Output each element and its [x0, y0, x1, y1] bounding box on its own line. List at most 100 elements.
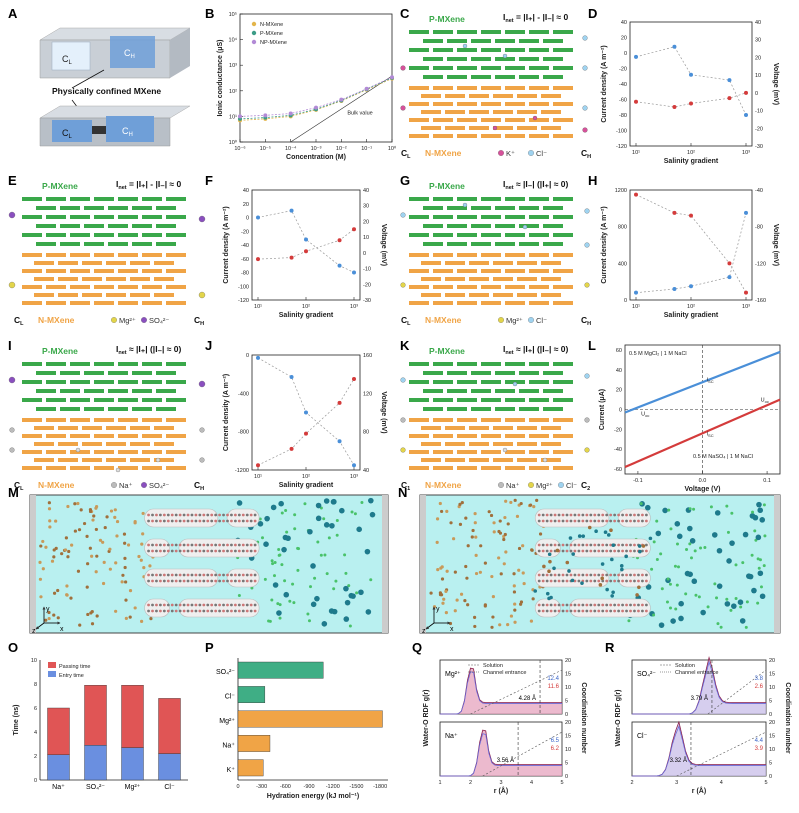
md-ion: [307, 528, 313, 535]
md-ion: [610, 594, 614, 598]
n-mxene-sheet: [517, 426, 537, 430]
md-ion: [452, 537, 456, 541]
md-ion: [685, 547, 689, 551]
md-ion: [64, 536, 68, 540]
n-mxene-sheet: [505, 285, 525, 289]
mxene-atom: [186, 513, 190, 517]
voltage-point: [352, 227, 356, 232]
mxene-atom: [581, 549, 585, 553]
mxene-atom: [573, 519, 577, 523]
mxene-atom: [245, 579, 249, 583]
mxene-atom: [253, 603, 257, 607]
md-ion: [258, 517, 262, 521]
md-ion: [492, 521, 496, 525]
y-tick-label: 10⁴: [229, 37, 238, 44]
md-ion: [79, 508, 83, 512]
p-mxene-sheet: [70, 398, 90, 402]
right-reservoir-label: CH: [581, 315, 591, 327]
mxene-atom: [545, 609, 549, 613]
p-mxene-sheet: [22, 362, 42, 366]
mxene-atom: [249, 519, 253, 523]
md-ion: [444, 589, 448, 594]
md-ion: [47, 501, 51, 505]
voltage-point: [727, 96, 732, 101]
mxene-atom: [233, 609, 237, 613]
ion-particle: [502, 447, 508, 453]
md-ion: [609, 528, 613, 533]
bar-entry: [84, 745, 107, 781]
mxene-atom: [641, 549, 644, 553]
md-ion: [448, 621, 453, 626]
mxene-atom: [541, 543, 545, 547]
mxene-atom: [186, 579, 190, 583]
md-ion: [530, 548, 534, 552]
md-ion: [497, 529, 501, 534]
md-ion: [756, 557, 760, 561]
mxene-atom: [629, 519, 632, 523]
mxene-slab: [144, 598, 171, 618]
mxene-atom: [210, 579, 214, 583]
mxene-atom: [159, 573, 162, 577]
mxene-atom: [637, 573, 640, 577]
x-tick-label: 10⁰: [388, 145, 397, 152]
mxene-atom: [561, 609, 565, 613]
md-ion: [77, 528, 82, 532]
mxene-atom: [605, 543, 609, 547]
mxene-atom: [151, 549, 154, 553]
mxene-atom: [249, 579, 253, 583]
mxene-atom: [609, 513, 613, 517]
md-ion: [483, 604, 487, 608]
n-mxene-sheet: [409, 269, 429, 273]
mxene-atom: [621, 579, 624, 583]
x-tick-label: 10¹: [632, 304, 640, 310]
md-ion: [719, 625, 723, 629]
mxene-atom: [151, 609, 154, 613]
axis-z-label: z: [422, 628, 426, 635]
mxene-atom: [537, 513, 541, 517]
mxene-atom: [585, 603, 589, 607]
y2-tick-label: -20: [363, 282, 371, 288]
panel-label-o: O: [8, 640, 18, 655]
p-mxene-sheet: [553, 362, 573, 366]
p-mxene-sheet: [60, 224, 80, 228]
n-mxene-sheet: [445, 126, 465, 130]
md-ion: [113, 515, 117, 520]
p-mxene-sheet: [505, 48, 525, 52]
legend-label: P-MXene: [260, 31, 283, 37]
cn-line: [676, 731, 767, 777]
n-mxene-sheet: [106, 458, 126, 462]
mxene-atom: [565, 573, 569, 577]
ion-particle: [582, 127, 588, 133]
y-tick-label: -120: [238, 298, 249, 304]
n-mxene-sheet: [529, 86, 549, 90]
n-mxene-sheet: [58, 458, 78, 462]
md-ion: [114, 561, 118, 565]
p-mxene-sheet: [543, 407, 563, 411]
mxene-atom: [170, 513, 174, 517]
n-mxene-sheet: [421, 261, 441, 265]
md-ion: [113, 508, 117, 512]
md-ion: [693, 549, 697, 553]
p-mxene-sheet: [132, 407, 152, 411]
legend-label: NP-MXene: [260, 40, 287, 46]
x-tick-label: 10⁻⁴: [285, 145, 297, 152]
mxene-atom: [597, 519, 601, 523]
md-ion: [283, 579, 287, 583]
mxene-atom: [198, 573, 202, 577]
md-ion: [471, 528, 475, 533]
n-mxene-sheet: [469, 277, 489, 281]
y2-tick-label: 0: [565, 712, 568, 718]
p-mxene-sheet: [142, 398, 162, 402]
mxene-atom: [186, 603, 190, 607]
n-mxene-sheet: [118, 285, 138, 289]
n-mxene-sheet: [154, 261, 174, 265]
p-mxene-sheet: [94, 398, 114, 402]
mxene-atom: [557, 543, 561, 547]
p-mxene-sheet: [457, 398, 477, 402]
mxene-atom: [174, 543, 178, 547]
mxene-atom: [202, 543, 206, 547]
mxene-atom: [166, 513, 170, 517]
bar-entry: [158, 753, 181, 781]
